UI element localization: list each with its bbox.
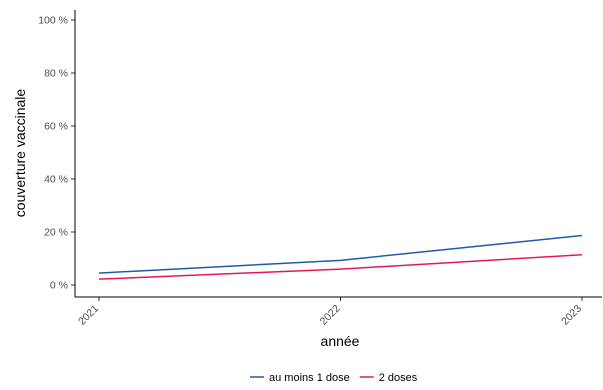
series-line-2 [98,254,583,280]
x-axis-title: année [321,333,360,349]
x-tick-label: 2021 [76,303,101,328]
x-tick-label: 2022 [318,303,343,328]
x-tick-label: 2023 [559,303,584,328]
series-lines [98,234,583,280]
legend-label-1: au moins 1 dose [269,372,350,384]
legend: au moins 1 dose 2 doses [250,372,418,384]
y-tick-label: 100 % [38,15,68,27]
y-tick-label: 20 % [44,227,68,239]
y-axis-title: couverture vaccinale [12,89,28,218]
x-axis-ticks: 2021 2022 2023 [76,297,584,328]
series-line-1 [98,234,583,274]
legend-label-2: 2 doses [379,372,418,384]
y-tick-label: 40 % [44,174,68,186]
y-tick-label: 60 % [44,121,68,133]
y-tick-label: 0 % [50,280,68,292]
y-tick-label: 80 % [44,68,68,80]
y-axis-ticks: 0 % 20 % 40 % 60 % 80 % 100 % [38,15,75,292]
